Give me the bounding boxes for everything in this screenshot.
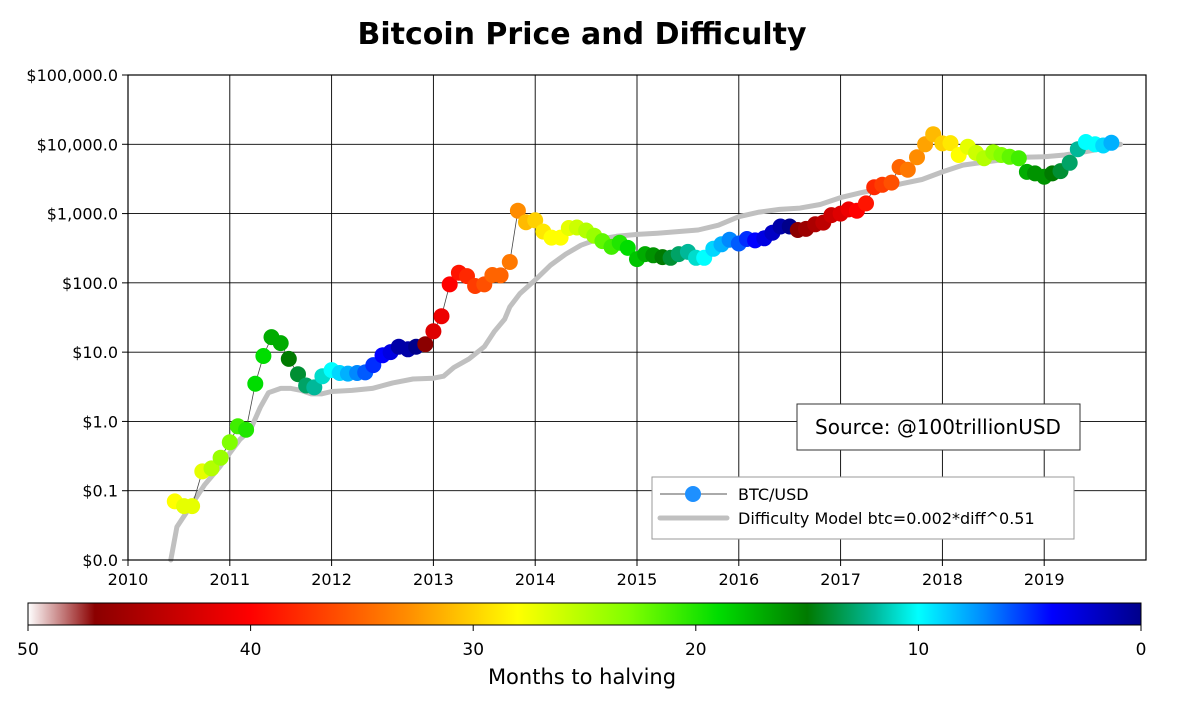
y-tick-label: $10.0 <box>72 343 118 362</box>
btc-price-point <box>492 267 509 284</box>
x-tick-label: 2010 <box>108 570 149 589</box>
x-tick-label: 2011 <box>209 570 250 589</box>
btc-price-point <box>272 335 289 352</box>
difficulty-model-line <box>168 141 1123 563</box>
legend: BTC/USD Difficulty Model btc=0.002*diff^… <box>651 476 1075 540</box>
btc-price-point <box>425 323 442 340</box>
btc-price-point <box>212 449 229 466</box>
btc-price-point <box>290 366 306 383</box>
btc-price-point <box>184 498 201 515</box>
btc-price-point <box>1061 154 1078 171</box>
y-tick-label: $1.0 <box>82 412 118 431</box>
price-dots-group <box>166 126 1120 515</box>
btc-price-point <box>858 195 874 212</box>
btc-price-point <box>883 174 900 191</box>
btc-price-point <box>501 254 518 270</box>
x-tick-label: 2013 <box>413 570 454 589</box>
colorbar-label: Months to halving <box>488 665 676 689</box>
grid <box>127 74 1146 561</box>
y-tick-label: $1,000.0 <box>47 205 118 224</box>
btc-price-point <box>509 202 526 219</box>
legend-btc-marker <box>685 486 701 502</box>
x-tick-label: 2017 <box>820 570 861 589</box>
btc-price-point <box>899 161 916 178</box>
y-tick-label: $10,000.0 <box>37 135 118 154</box>
btc-price-point <box>433 308 450 325</box>
source-annotation: Source: @100trillionUSD <box>796 403 1081 451</box>
colorbar-tick-label: 20 <box>685 640 707 660</box>
colorbar-tick-label: 50 <box>17 640 39 660</box>
btc-price-point <box>280 350 297 367</box>
x-tick-label: 2016 <box>718 570 759 589</box>
y-tick-label: $100,000.0 <box>26 66 118 85</box>
btc-price-point <box>238 421 255 438</box>
btc-price-point <box>221 434 238 451</box>
colorbar-tick-label: 0 <box>1136 640 1147 660</box>
btc-price-point <box>942 135 959 152</box>
y-axis: $100,000.0 $10,000.0 $1,000.0 $100.0 $10.0 $1… <box>26 66 128 570</box>
chart-title: Bitcoin Price and Difficulty <box>357 17 807 52</box>
colorbar <box>27 602 1142 626</box>
legend-btc-label: BTC/USD <box>738 485 809 504</box>
x-tick-label: 2012 <box>311 570 352 589</box>
colorbar-tick-label: 30 <box>462 640 484 660</box>
source-annotation-box <box>796 403 1081 451</box>
colorbar-tick-label: 40 <box>240 640 262 660</box>
legend-box <box>651 476 1075 540</box>
btc-price-point <box>1103 134 1120 151</box>
btc-price-point <box>255 348 272 364</box>
x-tick-label: 2019 <box>1024 570 1065 589</box>
btc-price-point <box>203 460 220 477</box>
btc-price-point <box>909 149 925 166</box>
btc-price-point <box>441 276 458 293</box>
btc-price-point <box>306 379 323 396</box>
x-tick-label: 2014 <box>515 570 556 589</box>
x-axis: 2010 2011 2012 2013 2014 2015 2016 2017 2018 2019 <box>108 560 1065 589</box>
y-tick-label: $0.1 <box>82 482 118 501</box>
btc-price-point <box>417 336 434 353</box>
btc-price-point <box>619 239 636 256</box>
btc-price-point <box>247 375 264 392</box>
source-annotation-text: Source: @100trillionUSD <box>815 415 1061 439</box>
y-tick-label: $100.0 <box>62 274 118 293</box>
y-tick-label: $0.0 <box>82 551 118 570</box>
x-tick-label: 2015 <box>617 570 658 589</box>
x-tick-label: 2018 <box>922 570 963 589</box>
btc-price-point <box>1010 150 1027 167</box>
legend-model-label: Difficulty Model btc=0.002*diff^0.51 <box>738 509 1035 528</box>
btc-price-point <box>527 212 544 229</box>
model-line-group <box>168 141 1123 563</box>
colorbar-ticks: 50 40 30 20 10 0 <box>17 625 1146 660</box>
colorbar-tick-label: 10 <box>908 640 930 660</box>
